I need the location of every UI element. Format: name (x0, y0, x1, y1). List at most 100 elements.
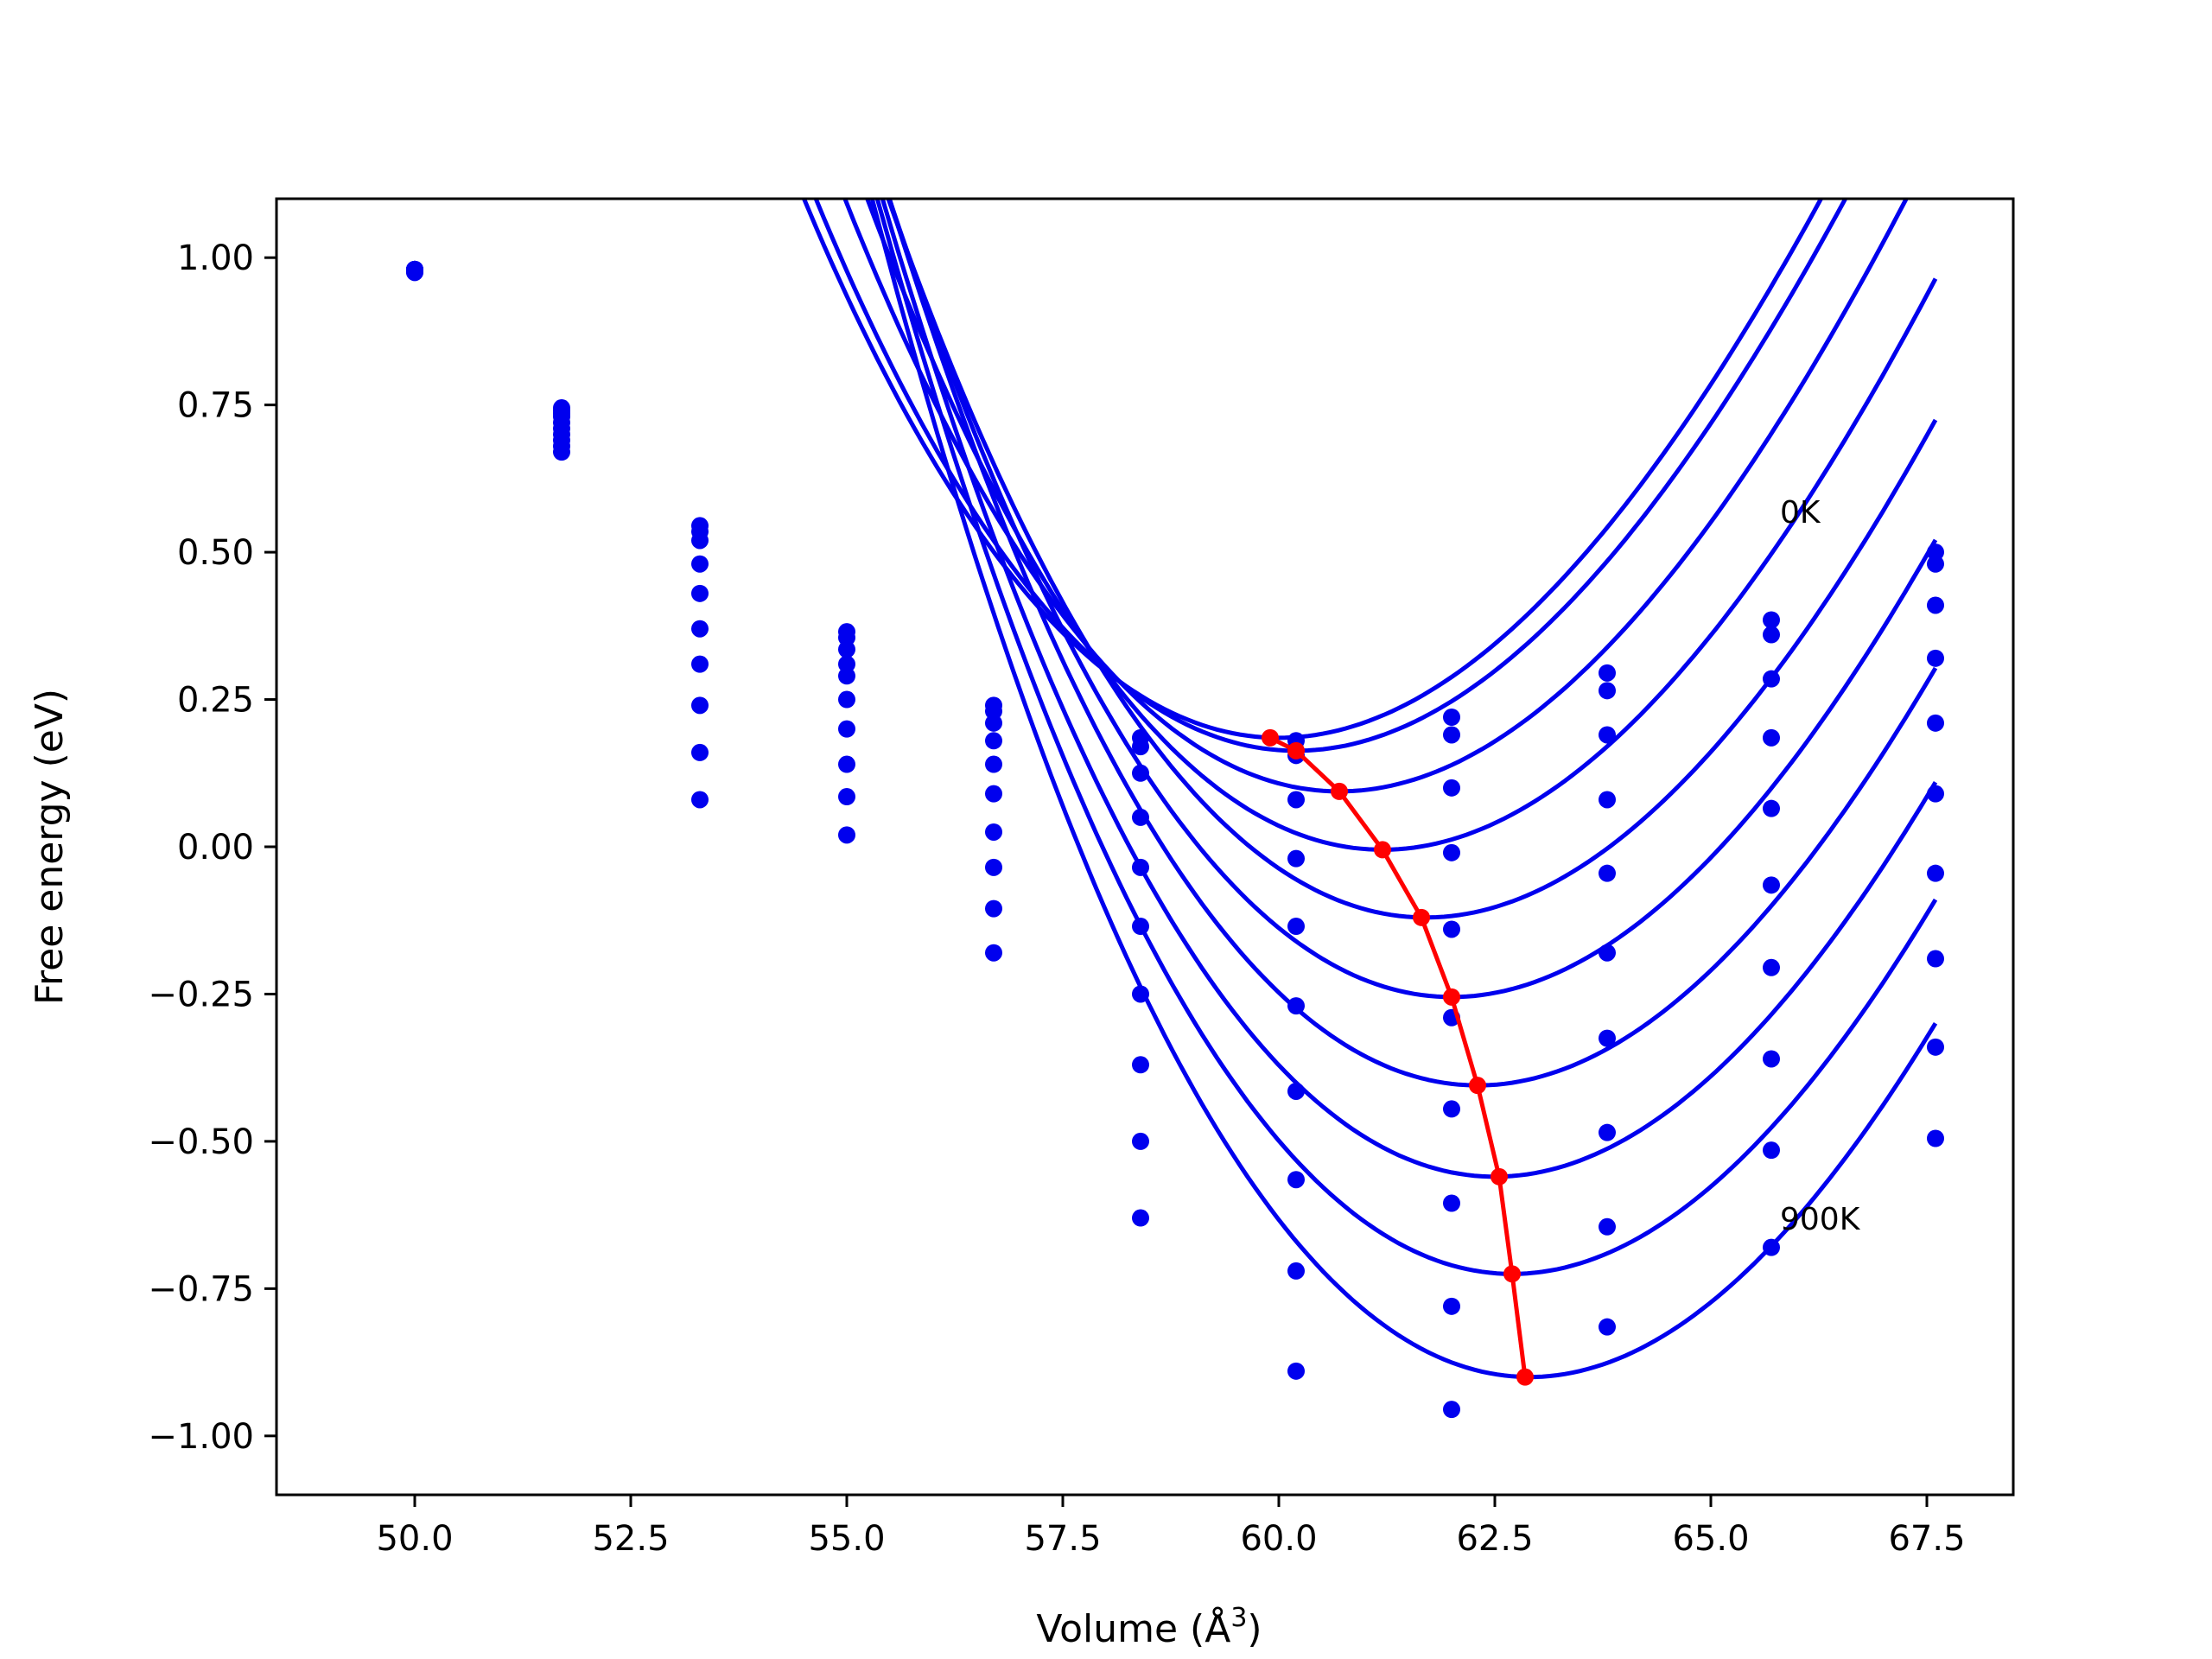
data-point (1132, 985, 1149, 1003)
data-point (1132, 764, 1149, 782)
fit-curve (887, 199, 1938, 1000)
minimum-point (1374, 841, 1391, 859)
data-point (838, 788, 855, 806)
data-point (985, 858, 1002, 876)
data-point (691, 531, 709, 550)
data-point (691, 743, 709, 761)
data-point (838, 720, 855, 738)
annotations: 0K 900K (1780, 495, 1861, 1237)
data-point (1599, 726, 1616, 744)
x-tick-label: 62.5 (1456, 1519, 1533, 1559)
y-tick-label: 0.25 (177, 681, 254, 721)
data-point (691, 584, 709, 602)
temperature-label: 900K (1780, 1202, 1861, 1237)
data-point (985, 944, 1002, 962)
y-axis: 1.00 0.75 0.50 0.25 0.00 −0.25 −0.50 −0.75 −1.00 (148, 238, 276, 1457)
fit-curve (887, 199, 1938, 1088)
data-point (985, 755, 1002, 773)
data-point (1443, 1100, 1460, 1118)
data-point (1763, 876, 1780, 894)
fit-curve (880, 199, 1938, 1179)
data-point (1132, 738, 1149, 756)
x-tick-label: 65.0 (1672, 1519, 1749, 1559)
data-point (1287, 791, 1305, 809)
minimum-point (1413, 908, 1430, 926)
data-point (1287, 849, 1305, 868)
y-tick-label: 0.50 (177, 533, 254, 573)
data-point (691, 555, 709, 573)
x-tick-label: 50.0 (376, 1519, 453, 1559)
x-axis-title-main: Volume (Å (1036, 1605, 1230, 1651)
data-point (1443, 920, 1460, 938)
minimum-point (1331, 782, 1348, 800)
data-point (1287, 1171, 1305, 1189)
data-point (1927, 864, 1944, 882)
fit-curve (801, 199, 1824, 741)
data-point (1763, 799, 1780, 817)
data-point (1132, 918, 1149, 936)
minimum-point (1516, 1368, 1534, 1386)
data-point (1443, 843, 1460, 861)
x-tick-label: 57.5 (1024, 1519, 1101, 1559)
x-tick-label: 55.0 (808, 1519, 885, 1559)
fit-curves (801, 199, 1938, 1380)
y-tick-label: −0.75 (148, 1269, 254, 1309)
y-tick-label: −0.25 (148, 975, 254, 1014)
data-point (691, 620, 709, 638)
data-point (691, 791, 709, 809)
data-point (1763, 611, 1780, 629)
fit-curve (865, 199, 1938, 852)
data-point (1132, 808, 1149, 826)
y-tick-label: −1.00 (148, 1417, 254, 1457)
data-point (1132, 858, 1149, 876)
x-axis-title: Volume (Å3) (1036, 1603, 1262, 1651)
data-point (1763, 1238, 1780, 1256)
data-point (1132, 1132, 1149, 1150)
y-tick-label: −0.50 (148, 1122, 254, 1162)
data-point (553, 443, 570, 461)
data-point (1927, 555, 1944, 573)
data-point (1763, 670, 1780, 688)
temperature-label: 0K (1780, 495, 1821, 531)
data-point (838, 667, 855, 685)
data-point (838, 755, 855, 773)
fit-curve (874, 199, 1938, 1276)
data-point (1443, 709, 1460, 726)
data-point (1927, 950, 1944, 968)
data-point (1599, 944, 1616, 962)
data-point (1599, 682, 1616, 700)
data-point (1763, 1141, 1780, 1160)
x-tick-label: 52.5 (592, 1519, 669, 1559)
y-axis-title: Free energy (eV) (28, 689, 72, 1005)
minimum-point (1262, 728, 1279, 747)
data-point (1443, 1297, 1460, 1315)
data-point (1927, 596, 1944, 614)
data-point (1287, 1082, 1305, 1100)
data-point (1927, 1038, 1944, 1056)
data-point (985, 823, 1002, 841)
data-point (1599, 1217, 1616, 1236)
x-axis-title-superscript: 3 (1230, 1603, 1247, 1633)
data-point (1287, 997, 1305, 1015)
data-point (1763, 626, 1780, 644)
data-point (1287, 1262, 1305, 1280)
minima-line (1262, 728, 1534, 1386)
data-point (1599, 1123, 1616, 1141)
data-point (1599, 864, 1616, 882)
data-point (691, 696, 709, 715)
data-point (406, 260, 423, 278)
y-tick-label: 0.75 (177, 386, 254, 426)
data-point (1443, 726, 1460, 744)
fit-curve (813, 199, 1848, 753)
data-point (1443, 779, 1460, 797)
data-point (1443, 1401, 1460, 1419)
data-point (1927, 1129, 1944, 1147)
data-point (1287, 918, 1305, 936)
fit-curve (886, 199, 1938, 920)
data-point (838, 826, 855, 844)
data-point (985, 785, 1002, 803)
x-tick-label: 60.0 (1240, 1519, 1317, 1559)
x-tick-label: 67.5 (1888, 1519, 1965, 1559)
data-point (1132, 1209, 1149, 1227)
